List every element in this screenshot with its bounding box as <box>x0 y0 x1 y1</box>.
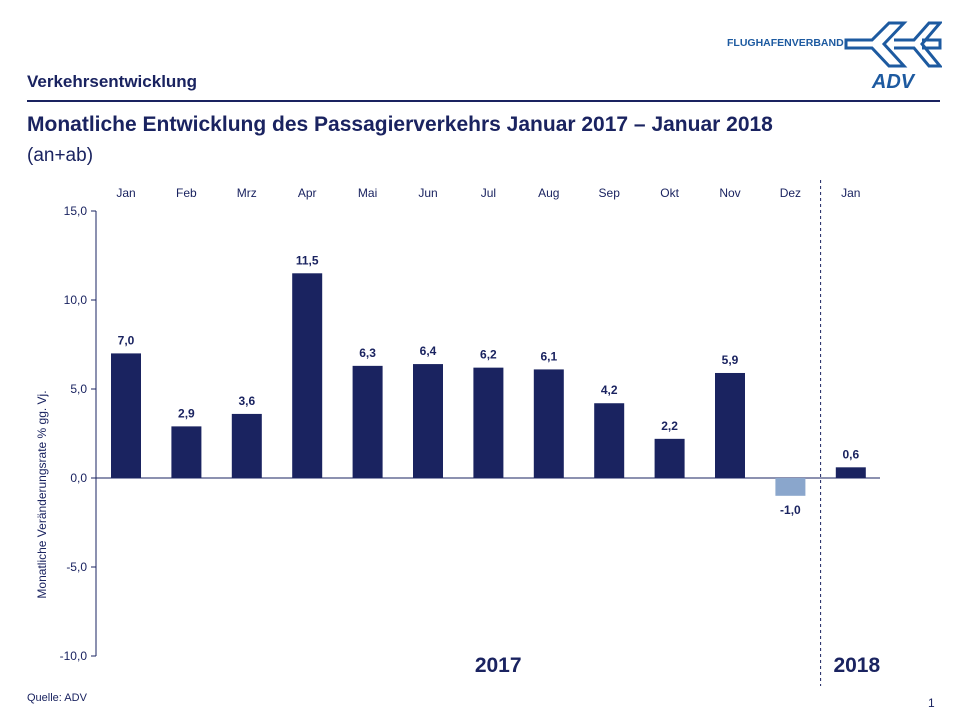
y-axis-label: Monatliche Veränderungsrate % gg. Vj. <box>35 390 49 598</box>
page-number: 1 <box>928 696 935 710</box>
category-label: Mrz <box>237 186 257 200</box>
bar-jan <box>835 467 866 478</box>
data-label: 7,0 <box>118 333 135 347</box>
logo-text: FLUGHAFENVERBAND <box>727 37 844 49</box>
data-label: 3,6 <box>238 394 255 408</box>
data-label: 2,9 <box>178 406 195 420</box>
header-divider <box>27 100 940 102</box>
category-label: Nov <box>719 186 740 200</box>
data-label: 6,1 <box>540 349 557 363</box>
data-label: 5,9 <box>722 353 739 367</box>
page-subtitle: (an+ab) <box>27 145 94 166</box>
category-label: Sep <box>599 186 621 200</box>
bar-feb <box>171 426 202 478</box>
bar-mrz <box>231 413 262 478</box>
bar-jun <box>413 364 443 478</box>
bar-sep <box>594 403 625 478</box>
category-label: Jul <box>481 186 496 200</box>
bar-aug <box>533 369 564 478</box>
source-note: Quelle: ADV <box>27 692 87 704</box>
category-label: Feb <box>176 186 197 200</box>
category-label: Okt <box>660 186 679 200</box>
data-label: 4,2 <box>601 383 618 397</box>
y-tick-label: 15,0 <box>64 204 88 218</box>
section-title: Verkehrsentwicklung <box>27 72 198 91</box>
category-label: Jan <box>116 186 135 200</box>
data-label: 11,5 <box>296 253 319 267</box>
category-label: Jan <box>841 186 860 200</box>
bar-mai <box>352 365 383 478</box>
y-tick-label: -5,0 <box>66 560 87 574</box>
data-label: -1,0 <box>780 503 801 517</box>
data-label: 6,4 <box>420 344 437 358</box>
y-tick-label: 10,0 <box>64 293 88 307</box>
y-tick-label: 5,0 <box>70 382 87 396</box>
data-label: 6,2 <box>480 348 497 362</box>
bar-jul <box>473 367 504 478</box>
data-label: 6,3 <box>359 346 376 360</box>
bar-okt <box>654 438 685 478</box>
category-label: Jun <box>418 186 437 200</box>
category-label: Mai <box>358 186 377 200</box>
y-tick-label: -10,0 <box>60 649 88 663</box>
data-label: 2,2 <box>661 419 678 433</box>
bar-nov <box>715 372 745 478</box>
adv-logo: ADV <box>844 21 942 90</box>
year-label-2017: 2017 <box>475 654 522 677</box>
category-label: Apr <box>298 186 317 200</box>
bar-jan <box>111 353 141 478</box>
bar-apr <box>292 273 323 478</box>
svg-text:ADV: ADV <box>871 71 916 90</box>
year-label-2018: 2018 <box>833 654 880 677</box>
y-tick-label: 0,0 <box>70 471 87 485</box>
bar-dez <box>775 478 806 496</box>
category-label: Dez <box>780 186 801 200</box>
data-label: 0,6 <box>842 447 859 461</box>
category-label: Aug <box>538 186 559 200</box>
page-title: Monatliche Entwicklung des Passagierverk… <box>27 113 773 136</box>
